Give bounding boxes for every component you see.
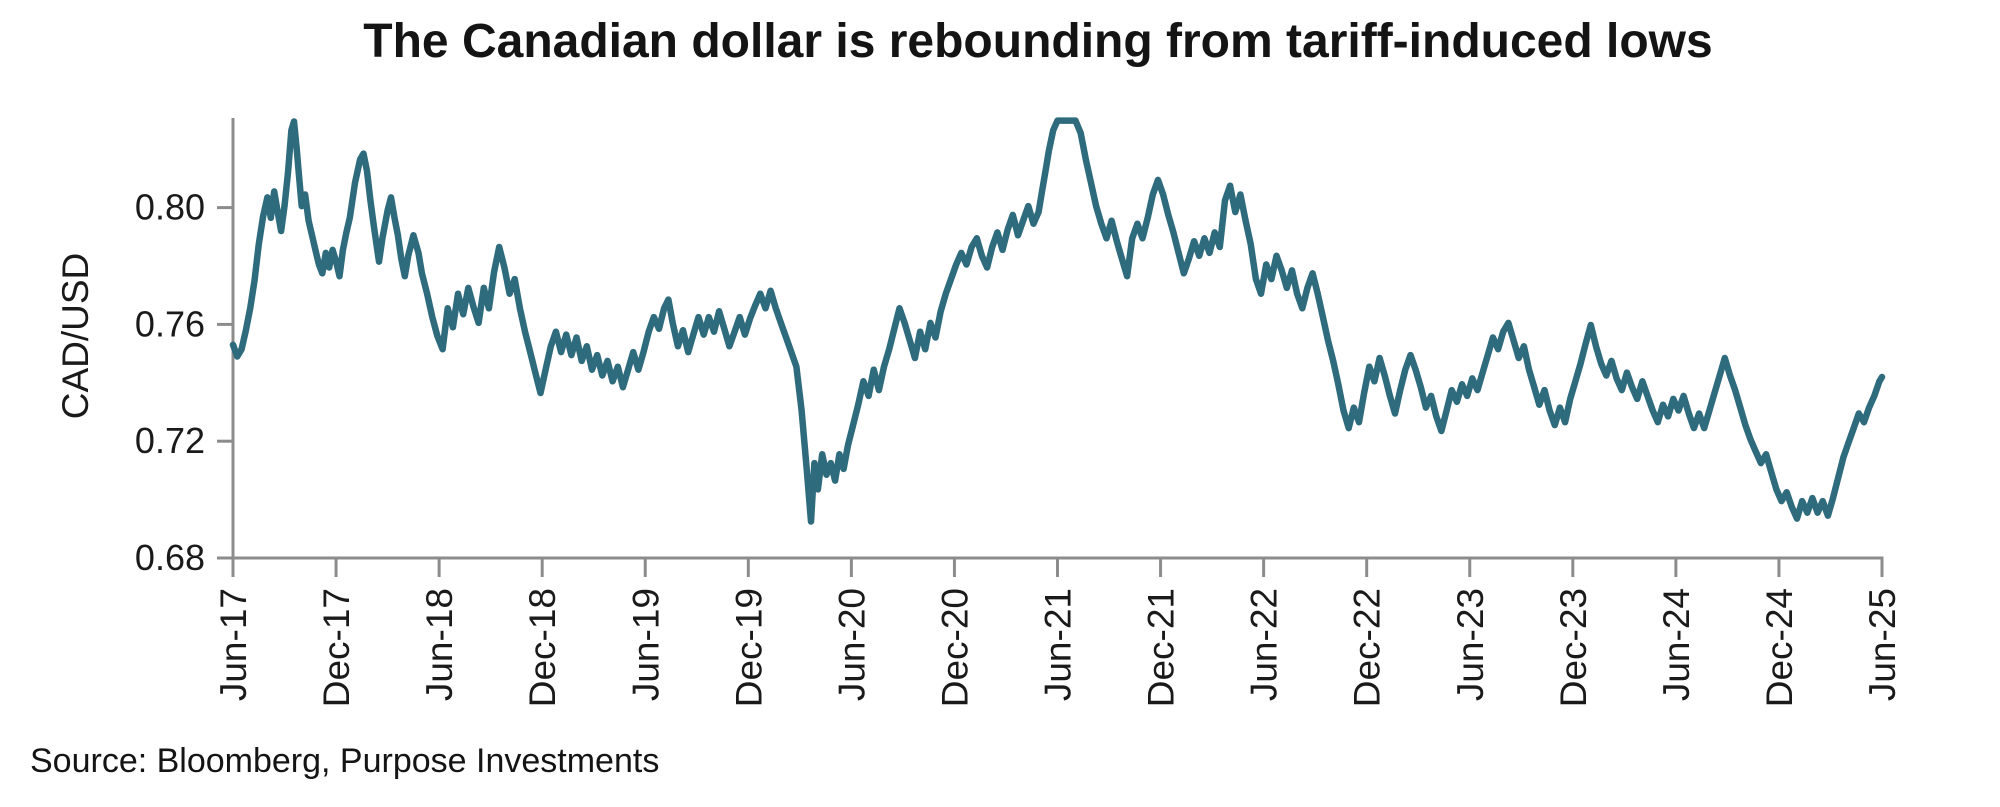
y-tick-label: 0.68 [135, 537, 205, 578]
x-tick-label: Dec-22 [1347, 588, 1388, 707]
price-line [229, 117, 1886, 525]
x-tick-label: Jun-20 [831, 588, 872, 701]
y-axis-title: CAD/USD [55, 253, 96, 420]
x-tick-label: Jun-17 [213, 588, 254, 701]
x-tick-label: Dec-21 [1141, 588, 1182, 707]
x-axis-ticks: Jun-17 Dec-17 Jun-18 Dec-18 Jun-19 Dec-19 Jun-… [213, 559, 1903, 707]
y-tick-label: 0.76 [135, 303, 205, 344]
y-axis-ticks: 0.68 0.72 0.76 0.80 [135, 187, 233, 578]
x-tick-label: Dec-18 [522, 588, 563, 707]
axes [231, 118, 1884, 560]
x-tick-label: Dec-24 [1759, 588, 1800, 707]
x-tick-label: Dec-23 [1553, 588, 1594, 707]
x-tick-label: Jun-25 [1862, 588, 1903, 701]
chart-title: The Canadian dollar is rebounding from t… [363, 15, 1712, 68]
x-tick-label: Jun-24 [1656, 588, 1697, 701]
y-tick-label: 0.80 [135, 187, 205, 228]
x-tick-label: Dec-20 [934, 588, 975, 707]
source-note: Source: Bloomberg, Purpose Investments [30, 742, 659, 780]
x-tick-label: Jun-22 [1244, 588, 1285, 701]
x-tick-label: Jun-21 [1038, 588, 1079, 701]
x-tick-label: Jun-19 [625, 588, 666, 701]
x-tick-label: Dec-19 [728, 588, 769, 707]
x-tick-label: Dec-17 [316, 588, 357, 707]
y-tick-label: 0.72 [135, 420, 205, 461]
x-tick-label: Jun-18 [419, 588, 460, 701]
x-tick-label: Jun-23 [1450, 588, 1491, 701]
